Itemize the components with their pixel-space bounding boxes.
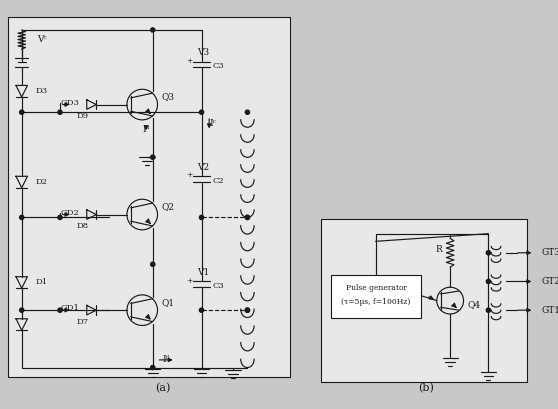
Circle shape bbox=[151, 28, 155, 32]
Text: (τ=5µs, f=100Hz): (τ=5µs, f=100Hz) bbox=[341, 298, 411, 306]
Text: +: + bbox=[186, 56, 193, 65]
Text: Q3: Q3 bbox=[161, 92, 174, 101]
Text: C3: C3 bbox=[213, 282, 225, 290]
Text: (b): (b) bbox=[418, 383, 434, 394]
Circle shape bbox=[487, 251, 490, 255]
Text: GD2: GD2 bbox=[60, 209, 79, 217]
Text: D7: D7 bbox=[77, 318, 89, 326]
Circle shape bbox=[246, 308, 249, 312]
Circle shape bbox=[246, 215, 249, 220]
Text: Q4: Q4 bbox=[468, 300, 480, 309]
Circle shape bbox=[58, 110, 62, 115]
Text: C2: C2 bbox=[213, 177, 225, 185]
Circle shape bbox=[199, 308, 204, 312]
Text: V2: V2 bbox=[198, 163, 209, 172]
FancyBboxPatch shape bbox=[321, 219, 527, 382]
Text: V3: V3 bbox=[198, 48, 209, 57]
FancyBboxPatch shape bbox=[8, 17, 291, 377]
Text: C3: C3 bbox=[213, 62, 225, 70]
Circle shape bbox=[199, 215, 204, 220]
Text: +: + bbox=[186, 276, 193, 285]
Circle shape bbox=[58, 215, 62, 220]
Text: GT2: GT2 bbox=[541, 277, 558, 286]
Text: +: + bbox=[186, 171, 193, 179]
Text: (a): (a) bbox=[156, 383, 171, 394]
Circle shape bbox=[20, 308, 24, 312]
Text: Q2: Q2 bbox=[161, 202, 174, 211]
Text: GD3: GD3 bbox=[60, 99, 79, 107]
Circle shape bbox=[487, 308, 490, 312]
Circle shape bbox=[487, 279, 490, 283]
Circle shape bbox=[246, 110, 249, 115]
Text: GT1: GT1 bbox=[541, 306, 558, 315]
Text: GT3: GT3 bbox=[541, 248, 558, 257]
Circle shape bbox=[246, 308, 249, 312]
Circle shape bbox=[246, 215, 249, 220]
Text: Vᶜ: Vᶜ bbox=[37, 35, 47, 44]
Text: R: R bbox=[435, 245, 442, 254]
Circle shape bbox=[58, 308, 62, 312]
Circle shape bbox=[199, 110, 204, 115]
FancyBboxPatch shape bbox=[331, 275, 421, 318]
Circle shape bbox=[151, 155, 155, 159]
Text: D2: D2 bbox=[35, 178, 47, 186]
Text: Iᵈ: Iᵈ bbox=[162, 355, 170, 364]
Circle shape bbox=[151, 262, 155, 266]
Circle shape bbox=[20, 110, 24, 115]
Text: D3: D3 bbox=[35, 87, 47, 95]
Text: GD1: GD1 bbox=[60, 304, 79, 312]
Text: V1: V1 bbox=[198, 268, 210, 277]
Circle shape bbox=[151, 366, 155, 370]
Circle shape bbox=[20, 215, 24, 220]
Text: D1: D1 bbox=[35, 279, 47, 286]
Text: D9: D9 bbox=[77, 112, 89, 120]
Text: Pulse generator: Pulse generator bbox=[345, 284, 407, 292]
Text: Q1: Q1 bbox=[161, 298, 175, 307]
Text: D8: D8 bbox=[77, 222, 89, 230]
Text: Iᵈ: Iᵈ bbox=[142, 125, 150, 134]
Text: Iᶜ: Iᶜ bbox=[209, 119, 216, 128]
